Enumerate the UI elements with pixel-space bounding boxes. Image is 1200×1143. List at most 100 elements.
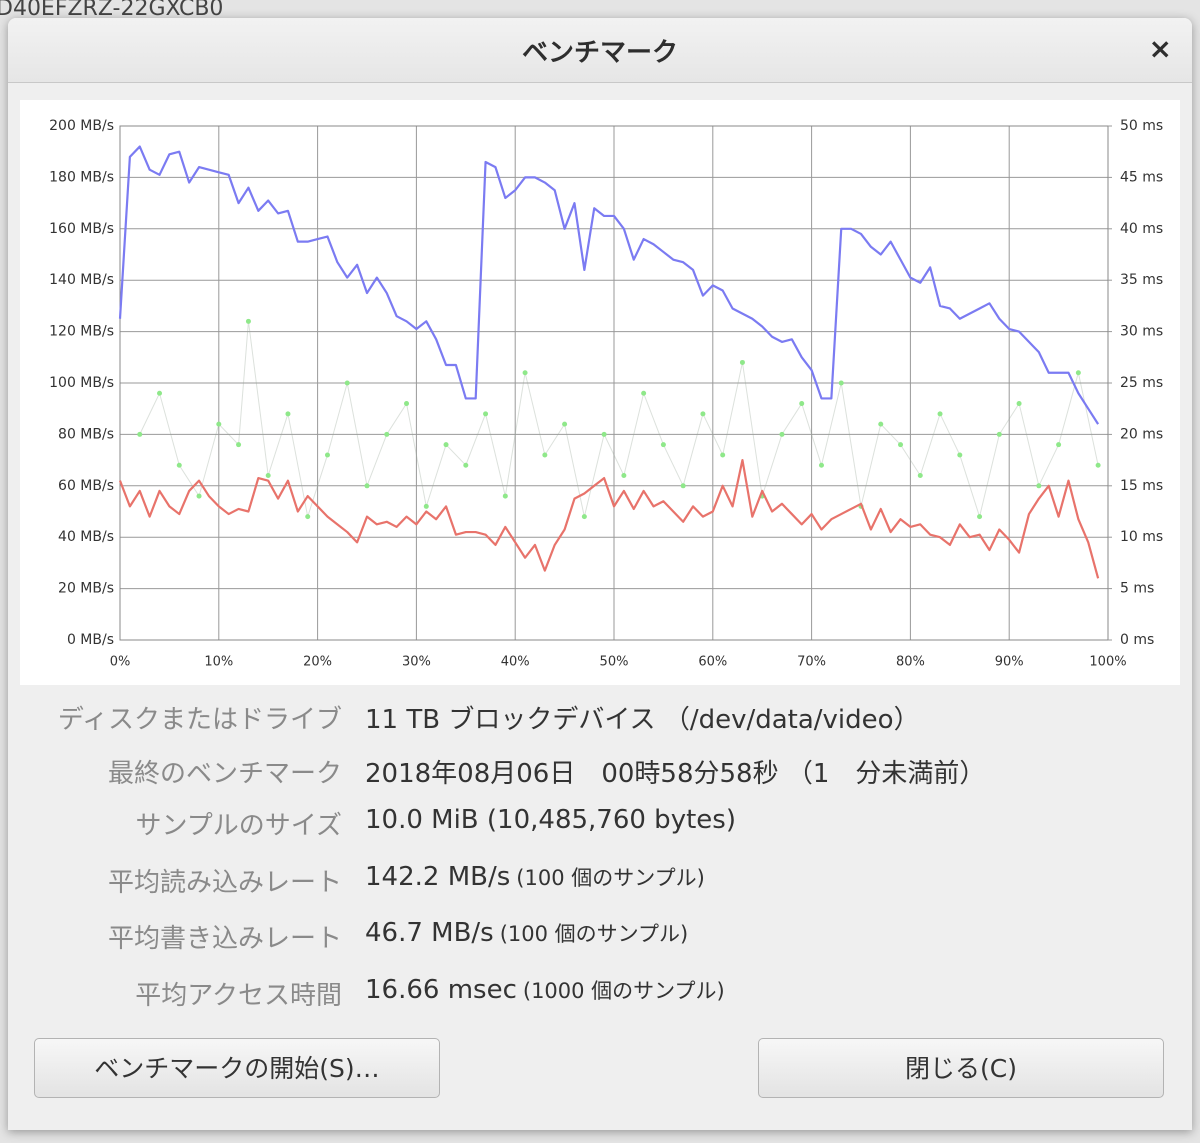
info-row: 平均書き込みレート 46.7 MB/s (100 個のサンプル) <box>0 918 1200 958</box>
access-time-point <box>680 483 686 489</box>
info-value: 2018年08月06日 00時58分58秒 （1 分未満前） <box>365 759 986 789</box>
info-label: 平均書き込みレート <box>107 924 342 954</box>
y2-tick-label: 15 ms <box>1120 478 1163 494</box>
info-value-group: 46.7 MB/s (100 個のサンプル) <box>365 918 688 948</box>
info-note: (1000 個のサンプル) <box>522 979 725 1003</box>
access-time-point <box>562 421 568 427</box>
info-label: 平均アクセス時間 <box>135 981 342 1011</box>
access-time-point <box>601 431 607 437</box>
info-value: 11 TB ブロックデバイス （/dev/data/video） <box>365 705 920 735</box>
access-time-point <box>542 452 548 458</box>
x-tick-label: 30% <box>402 655 431 670</box>
access-time-point <box>996 431 1002 437</box>
access-time-point <box>364 483 370 489</box>
access-time-point <box>443 442 449 448</box>
info-value-group: 16.66 msec (1000 個のサンプル) <box>365 975 725 1005</box>
access-time-point <box>878 421 884 427</box>
info-value: 46.7 MB/s <box>365 918 494 948</box>
access-time-point <box>483 411 489 417</box>
x-tick-label: 0% <box>110 655 131 670</box>
background-title: D40EFZRZ-22GXCB0 <box>0 0 224 21</box>
info-value-group: 2018年08月06日 00時58分58秒 （1 分未満前） <box>365 753 985 790</box>
access-time-point <box>502 493 508 499</box>
access-time-point <box>917 473 923 479</box>
access-time-trace <box>139 321 1099 519</box>
access-time-point <box>423 503 429 509</box>
chart: 0% 10% 20% 30% 40% 50% 60% 70% 80% 90% 100% 0 MB/s 2… <box>20 100 1180 685</box>
y-tick-label: 160 MB/s <box>49 221 114 237</box>
info-row: ディスクまたはドライブ 11 TB ブロックデバイス （/dev/data/vid… <box>0 699 1200 739</box>
x-tick-label: 60% <box>698 655 727 670</box>
access-time-point <box>522 370 528 376</box>
start-button[interactable]: ベンチマークの開始(S)… <box>34 1038 440 1098</box>
access-time-point <box>1075 370 1081 376</box>
info-label: 最終のベンチマーク <box>107 759 342 789</box>
y2-tick-label: 40 ms <box>1120 221 1163 237</box>
access-time-point <box>977 514 983 520</box>
info-row: サンプルのサイズ 10.0 MiB (10,485,760 bytes) <box>0 805 1200 845</box>
access-time-point <box>720 452 726 458</box>
close-icon[interactable]: × <box>1148 32 1172 65</box>
close-button[interactable]: 閉じる(C) <box>758 1038 1164 1098</box>
access-time-point <box>404 401 410 407</box>
access-time-point <box>957 452 963 458</box>
access-time-point <box>1056 442 1062 448</box>
x-tick-label: 70% <box>797 655 826 670</box>
x-tick-label: 20% <box>303 655 332 670</box>
info-value-group: 10.0 MiB (10,485,760 bytes) <box>365 805 736 835</box>
y-tick-label: 180 MB/s <box>49 169 114 185</box>
access-time-point <box>463 462 469 468</box>
y-tick-label: 100 MB/s <box>49 375 114 391</box>
y2-tick-label: 10 ms <box>1120 529 1163 545</box>
info-value: 10.0 MiB (10,485,760 bytes) <box>365 805 736 835</box>
access-time-point <box>700 411 706 417</box>
access-time-point <box>937 411 943 417</box>
y-tick-label: 20 MB/s <box>58 581 114 597</box>
info-note: (100 個のサンプル) <box>499 922 689 946</box>
access-time-point <box>157 390 163 396</box>
y-tick-label: 120 MB/s <box>49 324 114 340</box>
access-time-point <box>384 431 390 437</box>
access-time-point <box>216 421 222 427</box>
access-time-point <box>245 318 251 324</box>
y2-tick-label: 35 ms <box>1120 272 1163 288</box>
chart-background <box>20 100 1180 685</box>
y-tick-label: 140 MB/s <box>49 272 114 288</box>
info-label: 平均読み込みレート <box>107 868 342 898</box>
x-tick-label: 50% <box>600 655 629 670</box>
y2-tick-label: 45 ms <box>1120 169 1163 185</box>
access-time-point <box>176 462 182 468</box>
y2-tick-label: 20 ms <box>1120 426 1163 442</box>
x-tick-label: 80% <box>896 655 925 670</box>
y-tick-label: 0 MB/s <box>67 632 114 648</box>
y2-tick-label: 50 ms <box>1120 118 1163 134</box>
info-value-group: 142.2 MB/s (100 個のサンプル) <box>365 862 705 892</box>
access-time-point <box>838 380 844 386</box>
info-value: 142.2 MB/s <box>365 862 511 892</box>
y2-tick-label: 0 ms <box>1120 632 1154 648</box>
rate-line <box>118 459 1100 579</box>
info-row: 平均アクセス時間 16.66 msec (1000 個のサンプル) <box>0 975 1200 1015</box>
access-time-point <box>641 390 647 396</box>
y-tick-label: 60 MB/s <box>58 478 114 494</box>
access-time-point <box>779 431 785 437</box>
access-time-point <box>739 359 745 365</box>
access-time-point <box>305 514 311 520</box>
y-tick-label: 40 MB/s <box>58 529 114 545</box>
y2-tick-label: 30 ms <box>1120 324 1163 340</box>
info-value-group: 11 TB ブロックデバイス （/dev/data/video） <box>365 699 920 736</box>
info-value: 16.66 msec <box>365 975 517 1005</box>
x-tick-label: 10% <box>204 655 233 670</box>
access-time-point <box>137 431 143 437</box>
access-time-point <box>621 473 627 479</box>
y-tick-label: 80 MB/s <box>58 426 114 442</box>
access-time-point <box>818 462 824 468</box>
access-time-point <box>1016 401 1022 407</box>
header-bar: ベンチマーク × <box>8 18 1192 83</box>
info-row: 最終のベンチマーク 2018年08月06日 00時58分58秒 （1 分未満前） <box>0 753 1200 793</box>
info-label: ディスクまたはドライブ <box>57 705 342 735</box>
dialog-title: ベンチマーク <box>521 38 678 68</box>
access-time-point <box>660 442 666 448</box>
y2-tick-label: 5 ms <box>1120 581 1154 597</box>
